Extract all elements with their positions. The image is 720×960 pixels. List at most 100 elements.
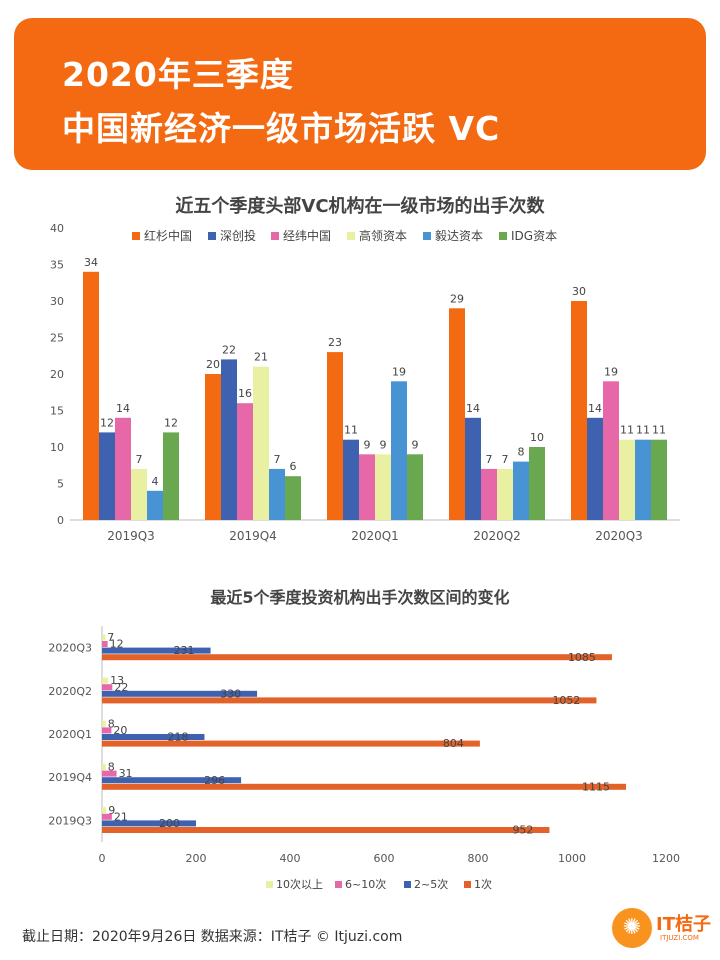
bar <box>497 468 513 520</box>
x-tick-label: 2020Q1 <box>351 529 399 543</box>
data-label: 31 <box>119 767 133 780</box>
data-label: 8 <box>108 761 115 774</box>
data-label: 231 <box>174 644 195 657</box>
data-label: 19 <box>604 365 618 378</box>
data-label: 23 <box>328 336 342 349</box>
data-label: 16 <box>238 387 252 400</box>
bar <box>102 813 112 820</box>
bar <box>619 439 635 520</box>
bar <box>587 417 603 520</box>
bar <box>115 417 131 520</box>
data-label: 4 <box>152 475 159 488</box>
legend-swatch <box>347 232 355 240</box>
bar <box>102 647 211 654</box>
bar <box>102 777 242 784</box>
data-label: 218 <box>167 731 188 744</box>
bar <box>83 271 99 520</box>
y-tick-label: 0 <box>57 514 64 527</box>
data-label: 14 <box>116 402 130 415</box>
data-label: 22 <box>222 343 236 356</box>
bar <box>102 764 106 770</box>
legend-label: 高领资本 <box>359 228 407 243</box>
data-label: 9 <box>108 804 115 817</box>
data-label: 296 <box>204 774 225 787</box>
bar <box>99 432 115 520</box>
bar <box>269 468 285 520</box>
data-label: 19 <box>392 365 406 378</box>
bar <box>635 439 651 520</box>
x-tick-label: 0 <box>99 852 106 865</box>
data-label: 13 <box>110 674 124 687</box>
y-tick-label: 2020Q1 <box>48 728 92 741</box>
data-label: 12 <box>110 638 124 651</box>
itjuzi-logo: ✺ IT桔子 ITJUZI.COM <box>612 906 712 950</box>
bar <box>102 690 258 697</box>
legend-swatch <box>464 881 471 888</box>
legend-swatch <box>404 881 411 888</box>
y-tick-label: 15 <box>50 405 64 418</box>
y-tick-label: 2019Q4 <box>48 771 92 784</box>
bar <box>327 352 343 520</box>
y-tick-label: 2020Q3 <box>48 642 92 655</box>
title-banner: 2020年三季度 中国新经济一级市场活跃 VC <box>14 18 706 170</box>
chart2-title: 最近5个季度投资机构出手次数区间的变化 <box>210 588 510 607</box>
legend-label: 10次以上 <box>276 877 323 891</box>
legend-label: 深创投 <box>220 228 256 243</box>
y-tick-label: 40 <box>50 222 64 235</box>
x-tick-label: 2019Q3 <box>107 529 155 543</box>
bar <box>102 807 107 814</box>
bar <box>102 740 480 747</box>
data-label: 9 <box>412 438 419 451</box>
x-tick-label: 1000 <box>558 852 586 865</box>
data-label: 1085 <box>568 651 596 664</box>
bar <box>163 432 179 520</box>
bar <box>131 468 147 520</box>
range-bar-chart: 0 200 400 600 800 1000 120071223110852020Q3132… <box>48 626 680 891</box>
y-tick-label: 5 <box>57 478 64 491</box>
data-label: 12 <box>164 416 178 429</box>
bar <box>102 770 117 777</box>
orange-slice-icon: ✺ <box>612 908 652 948</box>
data-label: 804 <box>443 737 464 750</box>
title-line-1: 2020年三季度 <box>62 55 294 94</box>
data-label: 7 <box>136 453 143 466</box>
bar <box>147 490 163 520</box>
data-label: 14 <box>466 402 480 415</box>
bar <box>102 727 112 734</box>
bar <box>343 439 359 520</box>
bar <box>102 684 113 691</box>
legend-label: 1次 <box>474 877 492 891</box>
data-label: 8 <box>518 446 525 459</box>
legend-swatch <box>335 881 342 888</box>
y-tick-label: 25 <box>50 332 64 345</box>
bar <box>465 417 481 520</box>
x-tick-label: 200 <box>186 852 207 865</box>
bar <box>221 359 237 520</box>
data-label: 21 <box>254 351 268 364</box>
data-label: 200 <box>159 817 180 830</box>
data-label: 12 <box>100 416 114 429</box>
y-tick-label: 2019Q3 <box>48 814 92 827</box>
data-label: 14 <box>588 402 602 415</box>
y-tick-label: 10 <box>50 441 64 454</box>
data-label: 22 <box>114 681 128 694</box>
bar <box>529 447 545 520</box>
logo-sub: ITJUZI.COM <box>660 934 699 942</box>
y-tick-label: 2020Q2 <box>48 685 92 698</box>
bar <box>603 381 619 520</box>
data-label: 7 <box>502 453 509 466</box>
y-tick-label: 20 <box>50 368 64 381</box>
x-tick-label: 800 <box>468 852 489 865</box>
legend-swatch <box>132 232 140 240</box>
x-tick-label: 400 <box>280 852 301 865</box>
y-tick-label: 30 <box>50 295 64 308</box>
bar <box>407 454 423 520</box>
vc-bar-chart: 051015202530354034121474122019Q320221621… <box>50 222 680 543</box>
legend-swatch <box>423 232 431 240</box>
x-tick-label: 2019Q4 <box>229 529 277 543</box>
data-label: 7 <box>274 453 281 466</box>
data-label: 11 <box>344 424 358 437</box>
data-label: 8 <box>108 717 115 730</box>
bar <box>481 468 497 520</box>
bar <box>237 403 253 520</box>
